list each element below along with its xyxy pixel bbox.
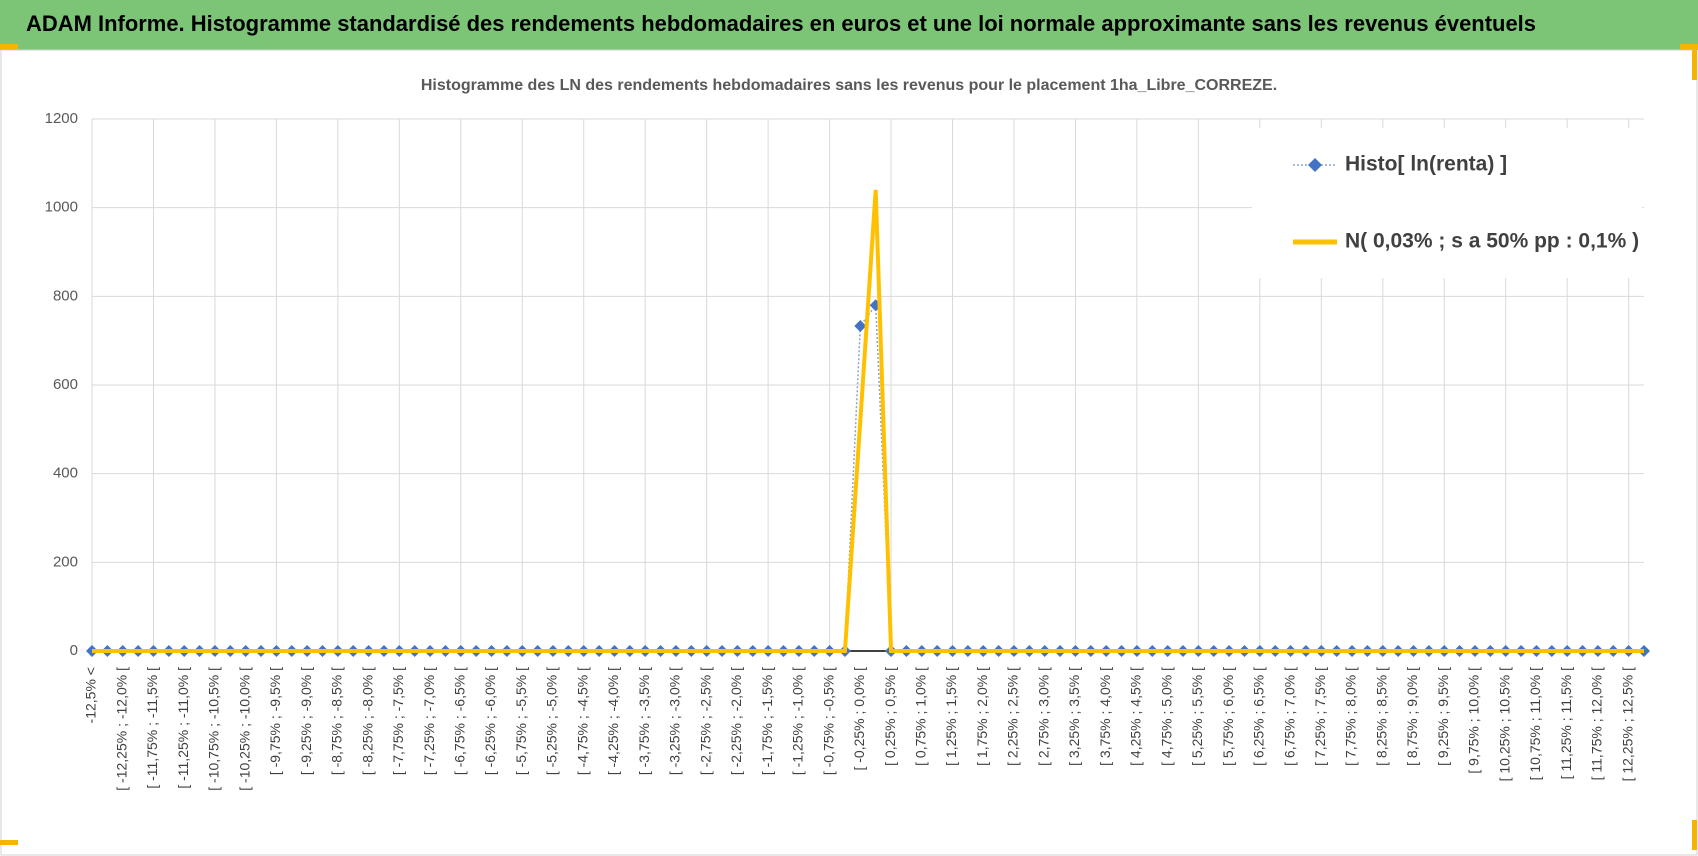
y-tick-label: 200 (53, 553, 78, 570)
x-tick-label: [ -8,75% ; -8,5% [ (329, 667, 345, 775)
x-tick-label: [ -4,75% ; -4,5% [ (574, 667, 590, 775)
x-tick-label: [ -3,25% ; -3,0% [ (667, 667, 683, 775)
x-tick-label: [ -8,25% ; -8,0% [ (359, 667, 375, 775)
x-tick-label: [ -6,25% ; -6,0% [ (482, 667, 498, 775)
y-tick-label: 400 (53, 465, 78, 482)
x-tick-label: [ -11,75% ; -11,5% [ (144, 667, 160, 789)
x-tick-label: [ 2,25% ; 2,5% [ (1005, 667, 1021, 766)
x-tick-label: [ -2,25% ; -2,0% [ (728, 667, 744, 775)
x-tick-label: [ 10,25% ; 10,5% [ (1496, 667, 1512, 782)
x-tick-label: [ 5,25% ; 5,5% [ (1189, 667, 1205, 766)
x-tick-label: [ -0,25% ; 0,0% [ (851, 667, 867, 771)
x-tick-label: [ 7,25% ; 7,5% [ (1312, 667, 1328, 766)
x-tick-label: [ 3,25% ; 3,5% [ (1066, 667, 1082, 766)
x-tick-label: [ -9,25% ; -9,0% [ (298, 667, 314, 775)
header-title: ADAM Informe. Histogramme standardisé de… (26, 11, 1536, 36)
x-tick-label: [ 0,25% ; 0,5% [ (882, 667, 898, 766)
x-tick-label: [ 9,25% ; 9,5% [ (1435, 667, 1451, 766)
x-tick-label: [ 1,25% ; 1,5% [ (943, 667, 959, 766)
x-tick-label: [ 2,75% ; 3,0% [ (1035, 667, 1051, 766)
x-tick-label: [ -0,75% ; -0,5% [ (820, 667, 836, 775)
x-tick-label: [ 9,75% ; 10,0% [ (1466, 667, 1482, 774)
x-tick-label: [ -7,25% ; -7,0% [ (421, 667, 437, 775)
corner (0, 840, 18, 845)
x-tick-label: [ 8,25% ; 8,5% [ (1373, 667, 1389, 766)
x-tick-label: [ 3,75% ; 4,0% [ (1097, 667, 1113, 766)
x-tick-label: [ 7,75% ; 8,0% [ (1343, 667, 1359, 766)
x-tick-label: [ -11,25% ; -11,0% [ (175, 667, 191, 789)
legend-label: Histo[ ln(renta) ] (1345, 153, 1507, 176)
x-tick-label: [ -12,25% ; -12,0% [ (113, 667, 129, 791)
x-tick-label: [ -5,75% ; -5,5% [ (513, 667, 529, 775)
x-tick-label: [ -6,75% ; -6,5% [ (451, 667, 467, 775)
x-tick-label: [ 8,75% ; 9,0% [ (1404, 667, 1420, 766)
x-tick-label: [ 6,25% ; 6,5% [ (1251, 667, 1267, 766)
x-tick-label: [ -10,75% ; -10,5% [ (206, 667, 222, 791)
x-tick-label: [ -9,75% ; -9,5% [ (267, 667, 283, 775)
x-tick-label: [ -7,75% ; -7,5% [ (390, 667, 406, 775)
x-tick-label: [ -3,75% ; -3,5% [ (636, 667, 652, 775)
x-tick-label: [ -1,25% ; -1,0% [ (790, 667, 806, 775)
x-tick-label: [ 12,25% ; 12,5% [ (1619, 667, 1635, 782)
corner (1680, 44, 1698, 49)
y-tick-label: 1000 (45, 199, 78, 216)
x-tick-label: [ 11,75% ; 12,0% [ (1589, 667, 1605, 780)
chart-title: Histogramme des LN des rendements hebdom… (421, 77, 1277, 94)
corner (1692, 820, 1697, 850)
histo-marker (854, 320, 867, 333)
legend-label: N( 0,03% ; s a 50% pp : 0,1% ) (1345, 230, 1639, 253)
x-tick-label: [ -2,75% ; -2,5% [ (697, 667, 713, 775)
x-tick-label: [ 5,75% ; 6,0% [ (1220, 667, 1236, 766)
x-tick-label: [ 4,75% ; 5,0% [ (1158, 667, 1174, 766)
x-tick-label: [ -1,75% ; -1,5% [ (759, 667, 775, 775)
legend-marker (1308, 158, 1322, 172)
x-tick-label: -12,5% < (83, 667, 99, 723)
x-tick-label: [ 0,75% ; 1,0% [ (912, 667, 928, 766)
x-tick-label: [ 11,25% ; 11,5% [ (1558, 667, 1574, 779)
x-tick-label: [ 6,75% ; 7,0% [ (1281, 667, 1297, 766)
corner (0, 44, 18, 49)
y-tick-label: 600 (53, 376, 78, 393)
x-tick-label: [ 10,75% ; 11,0% [ (1527, 667, 1543, 780)
x-tick-label: [ -5,25% ; -5,0% [ (544, 667, 560, 775)
legend-box (1252, 128, 1642, 278)
x-tick-label: [ -10,25% ; -10,0% [ (236, 667, 252, 791)
x-tick-label: [ -4,25% ; -4,0% [ (605, 667, 621, 775)
normal-line (92, 189, 1644, 653)
y-tick-label: 800 (53, 287, 78, 304)
x-tick-label: [ 1,75% ; 2,0% [ (974, 667, 990, 766)
y-tick-label: 0 (70, 642, 78, 659)
x-tick-label: [ 4,25% ; 4,5% [ (1128, 667, 1144, 766)
corner (1692, 50, 1697, 80)
header-bar (0, 0, 1698, 50)
y-tick-label: 1200 (45, 110, 78, 127)
